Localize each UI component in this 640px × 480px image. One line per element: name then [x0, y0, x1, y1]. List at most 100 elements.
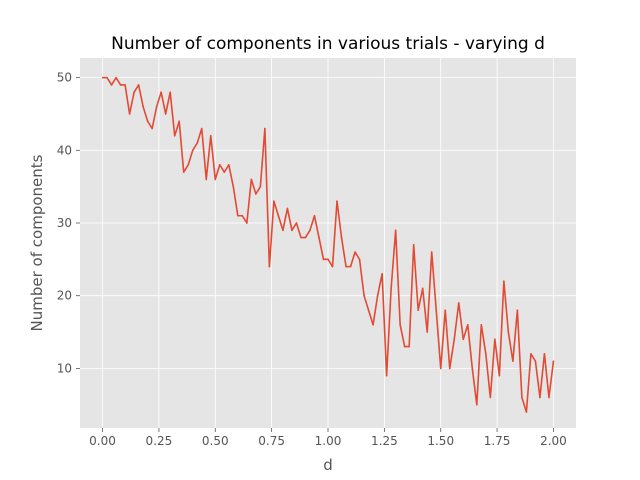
- data-point: [164, 113, 167, 115]
- data-point: [110, 84, 113, 86]
- chart-title: Number of components in various trials -…: [111, 34, 545, 54]
- data-point: [534, 360, 537, 362]
- data-point: [155, 105, 158, 108]
- data-point: [462, 338, 465, 341]
- data-point: [246, 222, 248, 224]
- y-axis-label: Number of components: [28, 154, 46, 331]
- data-point: [318, 236, 320, 239]
- data-point: [394, 229, 397, 232]
- data-point: [237, 214, 239, 217]
- data-point: [363, 294, 365, 297]
- data-point: [453, 338, 456, 341]
- data-point: [381, 273, 383, 275]
- data-point: [115, 76, 117, 79]
- data-point: [137, 84, 140, 86]
- data-point: [372, 323, 374, 326]
- data-point: [512, 360, 514, 362]
- data-point: [552, 360, 555, 362]
- x-axis-label: d: [323, 456, 333, 474]
- data-point: [250, 178, 253, 181]
- x-tick-label: 1.00: [315, 434, 342, 448]
- data-point: [331, 265, 334, 268]
- data-point: [349, 265, 352, 268]
- data-point: [367, 309, 370, 312]
- data-point: [403, 345, 406, 348]
- data-point: [178, 120, 180, 123]
- x-tick-label: 0.25: [146, 434, 173, 448]
- data-point: [399, 323, 401, 326]
- x-tick-label: 1.25: [371, 434, 398, 448]
- data-point: [264, 127, 266, 130]
- data-point: [119, 84, 122, 86]
- data-point: [498, 374, 501, 377]
- data-point: [187, 164, 190, 166]
- data-point: [160, 91, 162, 93]
- axis-ticks: 0.00 0.25 0.50 0.75 1.00 1.25 1.50 1.75 2.00 10 20…: [57, 71, 567, 448]
- data-point: [133, 91, 135, 93]
- x-tick-label: 1.75: [484, 434, 511, 448]
- data-point: [277, 214, 280, 217]
- data-point: [295, 222, 298, 224]
- data-point: [146, 120, 149, 123]
- data-point: [223, 171, 226, 173]
- data-point: [543, 353, 546, 355]
- data-point: [354, 251, 356, 253]
- data-point: [345, 265, 347, 268]
- data-point: [241, 214, 244, 217]
- data-point: [218, 164, 221, 166]
- x-tick-label: 2.00: [540, 434, 567, 448]
- data-point: [471, 367, 474, 370]
- data-point: [255, 193, 257, 195]
- data-point: [106, 76, 108, 79]
- data-point: [259, 185, 262, 188]
- data-point: [214, 178, 217, 181]
- data-point: [268, 265, 271, 268]
- data-point: [313, 214, 316, 217]
- data-point: [530, 353, 532, 355]
- x-tick-label: 0.75: [258, 434, 285, 448]
- data-point: [300, 236, 302, 239]
- data-point: [340, 236, 343, 239]
- data-point: [521, 396, 523, 399]
- data-point: [435, 309, 438, 312]
- data-point: [507, 331, 510, 333]
- data-point: [273, 200, 275, 202]
- data-point: [291, 229, 293, 232]
- data-point: [480, 323, 483, 326]
- data-point: [128, 113, 131, 115]
- data-point: [169, 91, 171, 93]
- y-tick-label: 10: [57, 361, 72, 375]
- x-tick-label: 0.00: [89, 434, 116, 448]
- data-point: [200, 127, 203, 130]
- data-point: [417, 309, 419, 312]
- data-point: [142, 105, 144, 108]
- data-point: [503, 280, 505, 282]
- data-point: [548, 396, 550, 399]
- y-tick-label: 30: [57, 216, 72, 230]
- data-point: [336, 200, 338, 202]
- data-point: [196, 142, 199, 144]
- data-point: [426, 331, 429, 333]
- data-point: [228, 164, 230, 166]
- data-point: [430, 251, 433, 253]
- data-point: [476, 403, 478, 406]
- data-point: [286, 207, 289, 210]
- data-point: [151, 127, 153, 130]
- data-point: [205, 178, 208, 181]
- data-point: [525, 411, 528, 413]
- y-tick-label: 50: [57, 71, 72, 85]
- data-point: [209, 134, 212, 137]
- y-tick-label: 20: [57, 289, 72, 303]
- data-point: [412, 244, 415, 246]
- data-point: [322, 258, 325, 261]
- data-point: [182, 171, 185, 173]
- data-point: [304, 236, 307, 239]
- data-point: [408, 345, 410, 348]
- data-point: [173, 134, 176, 137]
- y-tick-label: 40: [57, 143, 72, 157]
- data-point: [444, 309, 447, 312]
- data-point: [191, 149, 194, 152]
- data-point: [385, 374, 388, 377]
